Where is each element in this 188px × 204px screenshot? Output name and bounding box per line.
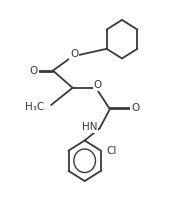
Text: O: O — [131, 103, 139, 113]
Text: HN: HN — [82, 122, 97, 132]
Text: O: O — [94, 80, 102, 90]
Text: Cl: Cl — [106, 146, 116, 156]
Text: H₃C: H₃C — [25, 102, 44, 112]
Text: O: O — [70, 49, 78, 59]
Text: O: O — [30, 66, 38, 76]
